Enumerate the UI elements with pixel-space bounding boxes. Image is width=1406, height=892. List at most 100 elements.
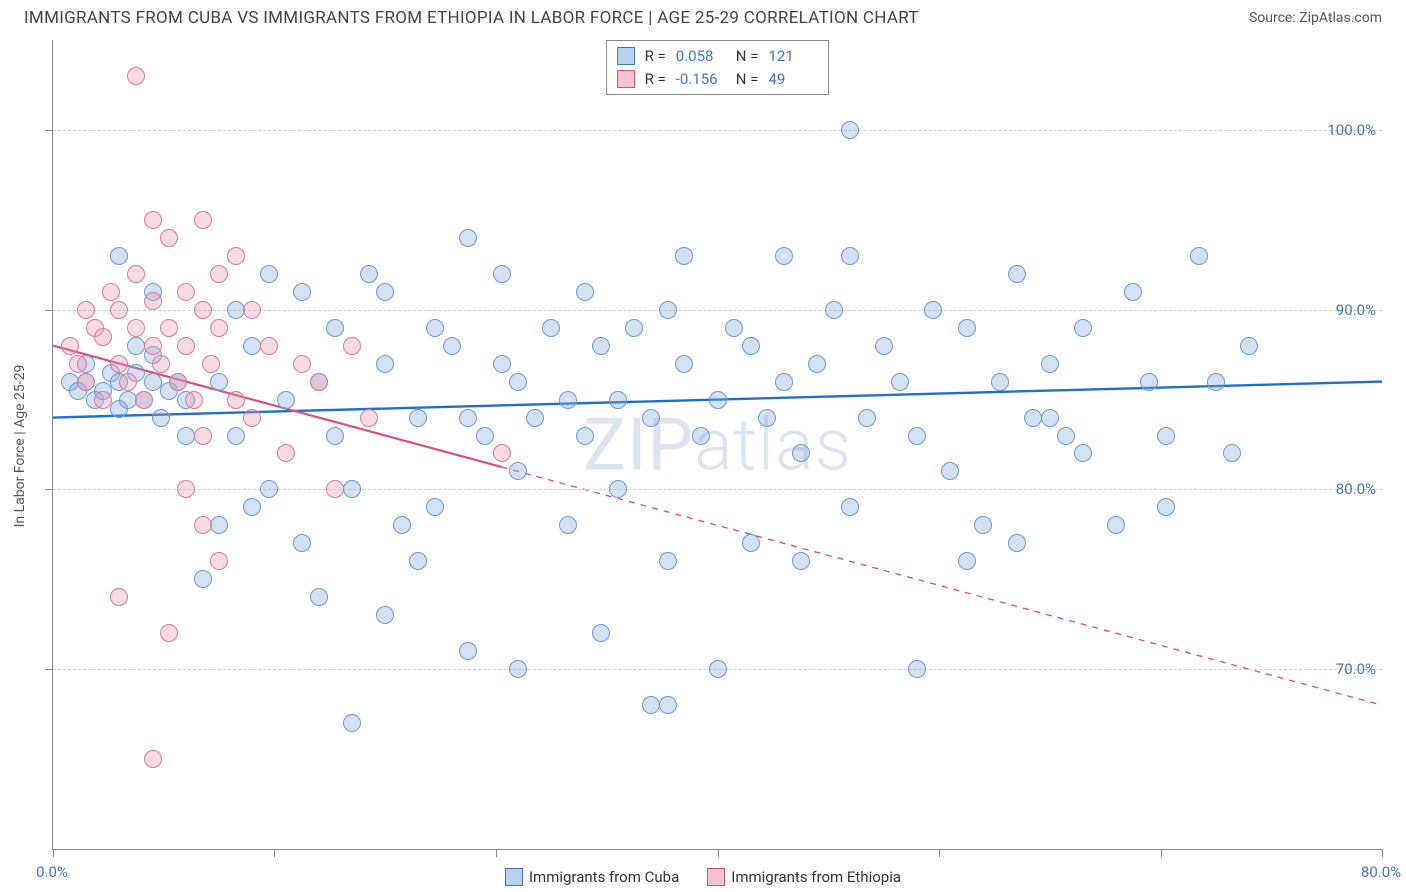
point-cuba — [1008, 534, 1026, 552]
point-ethiopia — [94, 328, 112, 346]
point-cuba — [177, 427, 195, 445]
point-cuba — [194, 570, 212, 588]
point-cuba — [559, 516, 577, 534]
point-cuba — [326, 319, 344, 337]
point-cuba — [476, 427, 494, 445]
point-ethiopia — [152, 355, 170, 373]
point-ethiopia — [127, 319, 145, 337]
legend-item-ethiopia: Immigrants from Ethiopia — [707, 868, 901, 886]
point-cuba — [974, 516, 992, 534]
point-cuba — [227, 301, 245, 319]
point-ethiopia — [360, 409, 378, 427]
scatter-chart: ZIPatlas R = 0.058 N = 121 R = -0.156 N … — [52, 40, 1382, 850]
point-cuba — [792, 444, 810, 462]
point-cuba — [293, 534, 311, 552]
point-cuba — [1240, 337, 1258, 355]
point-cuba — [326, 427, 344, 445]
point-cuba — [426, 498, 444, 516]
point-cuba — [509, 373, 527, 391]
point-cuba — [1157, 427, 1175, 445]
point-cuba — [210, 373, 228, 391]
point-cuba — [742, 337, 760, 355]
point-cuba — [941, 462, 959, 480]
point-ethiopia — [169, 373, 187, 391]
x-tick — [496, 849, 497, 857]
point-ethiopia — [127, 265, 145, 283]
x-tick — [274, 849, 275, 857]
point-ethiopia — [177, 480, 195, 498]
x-tick — [53, 849, 54, 857]
point-cuba — [709, 660, 727, 678]
point-cuba — [376, 283, 394, 301]
point-cuba — [908, 427, 926, 445]
point-cuba — [659, 696, 677, 714]
point-cuba — [1157, 498, 1175, 516]
point-cuba — [692, 427, 710, 445]
point-cuba — [642, 696, 660, 714]
point-cuba — [609, 480, 627, 498]
swatch-cuba — [505, 868, 523, 886]
point-cuba — [509, 660, 527, 678]
swatch-ethiopia — [617, 70, 635, 88]
point-ethiopia — [185, 391, 203, 409]
point-cuba — [227, 427, 245, 445]
point-cuba — [725, 319, 743, 337]
point-cuba — [459, 642, 477, 660]
y-tick — [45, 130, 53, 131]
point-cuba — [758, 409, 776, 427]
point-ethiopia — [210, 552, 228, 570]
point-ethiopia — [144, 211, 162, 229]
point-cuba — [675, 247, 693, 265]
point-cuba — [376, 355, 394, 373]
point-cuba — [841, 247, 859, 265]
point-ethiopia — [110, 588, 128, 606]
point-ethiopia — [77, 373, 95, 391]
point-cuba — [260, 265, 278, 283]
point-cuba — [243, 337, 261, 355]
watermark: ZIPatlas — [583, 402, 852, 487]
point-cuba — [576, 427, 594, 445]
point-cuba — [1124, 283, 1142, 301]
point-ethiopia — [227, 391, 245, 409]
page-title: IMMIGRANTS FROM CUBA VS IMMIGRANTS FROM … — [24, 8, 919, 28]
y-tick — [45, 669, 53, 670]
point-ethiopia — [210, 265, 228, 283]
point-ethiopia — [119, 373, 137, 391]
source-attribution: Source: ZipAtlas.com — [1249, 10, 1382, 26]
point-ethiopia — [61, 337, 79, 355]
point-cuba — [1041, 409, 1059, 427]
point-cuba — [426, 319, 444, 337]
point-cuba — [1057, 427, 1075, 445]
point-cuba — [210, 516, 228, 534]
point-ethiopia — [277, 444, 295, 462]
point-ethiopia — [194, 301, 212, 319]
point-ethiopia — [194, 427, 212, 445]
point-cuba — [509, 462, 527, 480]
y-tick — [45, 310, 53, 311]
point-cuba — [559, 391, 577, 409]
point-cuba — [144, 373, 162, 391]
point-ethiopia — [102, 283, 120, 301]
point-ethiopia — [210, 319, 228, 337]
point-cuba — [260, 480, 278, 498]
point-ethiopia — [94, 391, 112, 409]
point-cuba — [825, 301, 843, 319]
point-ethiopia — [243, 409, 261, 427]
point-cuba — [659, 301, 677, 319]
point-cuba — [343, 480, 361, 498]
point-cuba — [841, 121, 859, 139]
point-cuba — [675, 355, 693, 373]
y-tick-label: 100.0% — [1327, 121, 1376, 139]
point-ethiopia — [326, 480, 344, 498]
gridline — [53, 130, 1382, 131]
point-ethiopia — [160, 624, 178, 642]
point-cuba — [1107, 516, 1125, 534]
point-cuba — [1008, 265, 1026, 283]
n-value-cuba: 121 — [768, 45, 818, 68]
point-ethiopia — [293, 355, 311, 373]
point-ethiopia — [202, 355, 220, 373]
x-tick — [939, 849, 940, 857]
point-cuba — [127, 337, 145, 355]
point-cuba — [924, 301, 942, 319]
point-cuba — [742, 534, 760, 552]
